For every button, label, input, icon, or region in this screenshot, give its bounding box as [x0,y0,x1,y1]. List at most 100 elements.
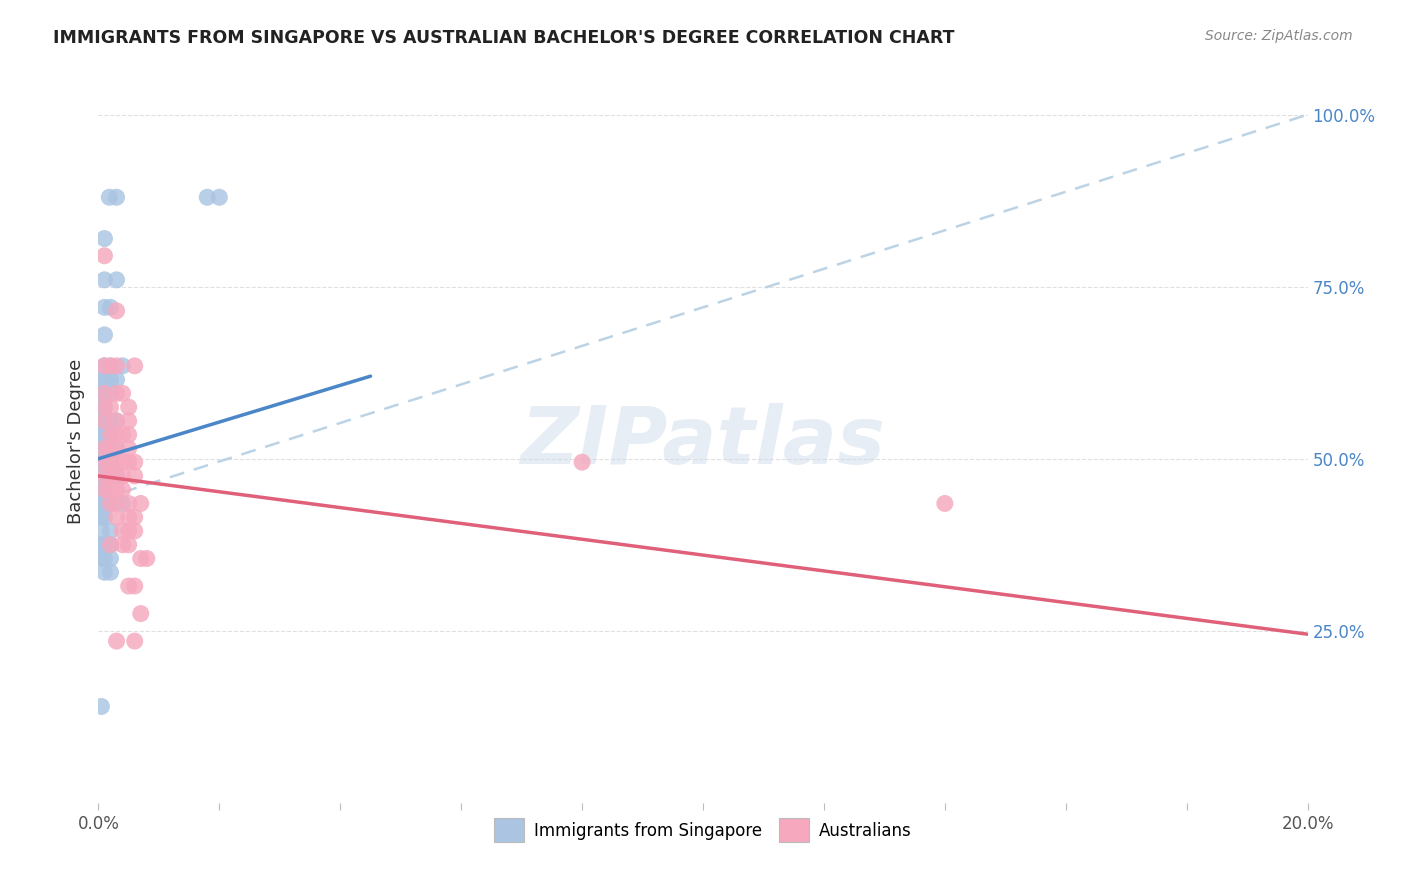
Point [105,469,128,483]
Point [124,455,146,469]
Point [100,469,122,483]
Point [100,538,122,552]
Point [124,469,146,483]
Point [111,538,134,552]
Point [100,455,122,469]
Point [105,442,128,456]
Point [105,190,128,204]
Point [90,524,112,538]
Point [111,483,134,497]
Point [100,414,122,428]
Point [118,496,141,510]
Point [93,400,115,414]
Point [93,359,115,373]
Point [90,510,112,524]
Point [118,427,141,442]
Point [124,579,146,593]
Point [100,359,122,373]
Point [105,455,128,469]
Point [129,607,152,621]
Point [111,427,134,442]
Point [90,455,112,469]
Point [105,359,128,373]
Point [93,386,115,401]
Point [118,579,141,593]
Point [105,273,128,287]
Point [100,427,122,442]
Point [93,400,115,414]
Point [93,496,115,510]
Point [105,373,128,387]
Point [90,373,112,387]
Point [111,386,134,401]
Point [129,496,152,510]
Point [111,524,134,538]
Point [90,400,112,414]
Point [100,386,122,401]
Point [118,510,141,524]
Point [93,414,115,428]
Text: IMMIGRANTS FROM SINGAPORE VS AUSTRALIAN BACHELOR'S DEGREE CORRELATION CHART: IMMIGRANTS FROM SINGAPORE VS AUSTRALIAN … [53,29,955,46]
Point [100,359,122,373]
Point [93,386,115,401]
Point [124,359,146,373]
Point [100,483,122,497]
Point [118,400,141,414]
Point [195,190,218,204]
Point [105,414,128,428]
Point [90,442,112,456]
Point [105,427,128,442]
Point [105,634,128,648]
Point [93,442,115,456]
Point [100,301,122,315]
Point [93,249,115,263]
Point [100,566,122,580]
Point [93,273,115,287]
Point [100,496,122,510]
Point [118,414,141,428]
Point [93,469,115,483]
Point [124,634,146,648]
Point [93,510,115,524]
Point [100,551,122,566]
Point [118,442,141,456]
Point [118,455,141,469]
Point [93,483,115,497]
Point [100,524,122,538]
Point [934,496,956,510]
Point [93,414,115,428]
Point [105,386,128,401]
Point [93,327,115,342]
Point [118,524,141,538]
Point [105,414,128,428]
Point [93,551,115,566]
Point [93,538,115,552]
Point [100,538,122,552]
Point [124,510,146,524]
Point [93,231,115,245]
Text: Source: ZipAtlas.com: Source: ZipAtlas.com [1205,29,1353,43]
Point [111,359,134,373]
Point [111,469,134,483]
Point [90,496,112,510]
Point [100,427,122,442]
Point [118,538,141,552]
Point [100,400,122,414]
Point [105,496,128,510]
Point [90,386,112,401]
Point [100,373,122,387]
Point [105,469,128,483]
Point [135,551,157,566]
Point [93,373,115,387]
Point [93,301,115,315]
Y-axis label: Bachelor's Degree: Bachelor's Degree [66,359,84,524]
Point [90,699,112,714]
Point [111,496,134,510]
Point [105,510,128,524]
Point [571,455,593,469]
Point [111,455,134,469]
Point [90,483,112,497]
Legend: Immigrants from Singapore, Australians: Immigrants from Singapore, Australians [488,812,918,848]
Point [100,496,122,510]
Point [208,190,231,204]
